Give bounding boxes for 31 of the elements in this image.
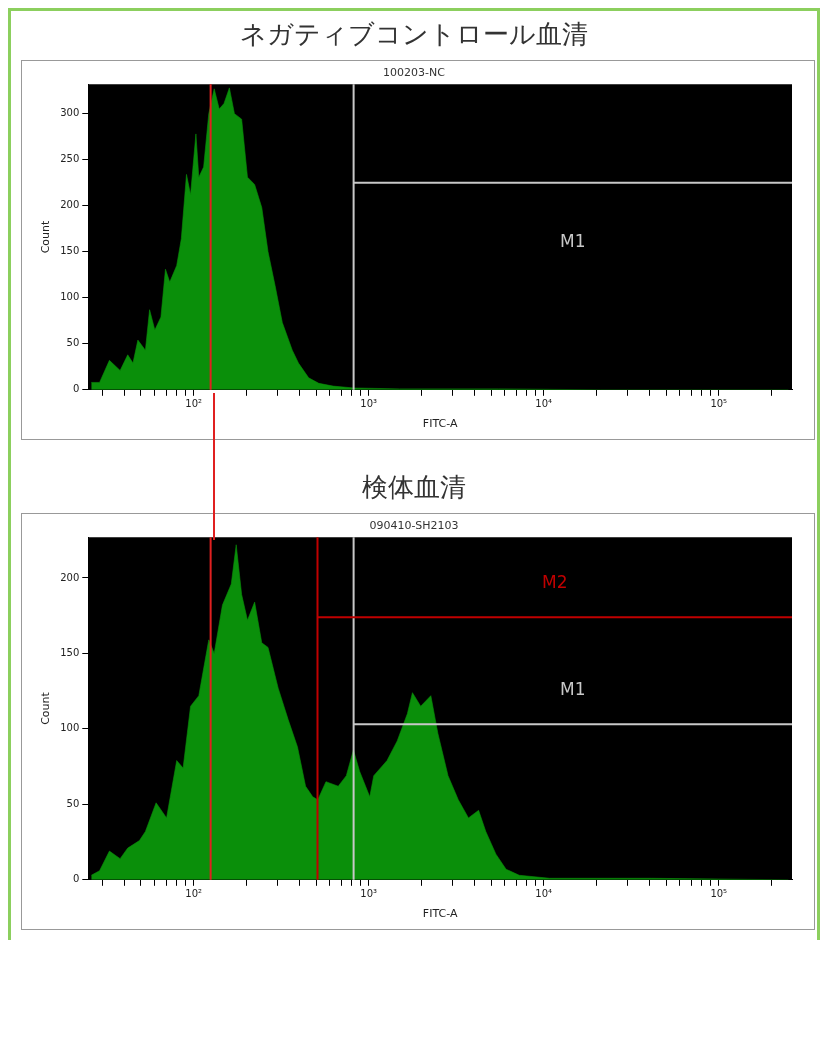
y-tick-label: 200 — [60, 199, 80, 211]
x-axis-title: FITC-A — [422, 907, 458, 921]
ref-line-label: M1 — [560, 678, 586, 699]
y-tick-label: 100 — [60, 291, 80, 303]
y-tick-label: 150 — [60, 647, 80, 659]
y-tick-label: 100 — [60, 722, 80, 734]
ref-line-label: M1 — [560, 231, 586, 252]
chart-title: ネガティブコントロール血清 — [239, 18, 589, 51]
y-tick-label: 150 — [60, 245, 80, 257]
x-tick-label: 10³ — [360, 888, 378, 900]
chart-title: 検体血清 — [361, 471, 467, 504]
x-tick-label: 10⁴ — [535, 888, 553, 900]
y-tick-label: 50 — [66, 337, 80, 349]
x-tick-label: 10³ — [360, 398, 378, 410]
x-tick-label: 10⁴ — [535, 398, 553, 410]
y-axis-title: Count — [39, 691, 53, 725]
y-tick-label: 0 — [72, 383, 80, 395]
x-tick-label: 10⁵ — [710, 398, 728, 410]
x-tick-label: 10² — [185, 398, 203, 410]
y-tick-label: 250 — [60, 153, 80, 165]
y-axis-title: Count — [39, 219, 53, 254]
chart-subtitle: 090410-SH2103 — [369, 519, 459, 533]
x-tick-label: 10⁵ — [710, 888, 728, 900]
y-tick-label: 200 — [60, 571, 80, 583]
ref-line-label: M2 — [542, 571, 568, 592]
y-tick-label: 300 — [60, 107, 80, 119]
chart-subtitle: 100203-NC — [383, 66, 446, 80]
y-tick-label: 0 — [72, 873, 80, 885]
x-axis-title: FITC-A — [422, 417, 458, 431]
x-tick-label: 10² — [185, 888, 203, 900]
y-tick-label: 50 — [66, 797, 80, 809]
